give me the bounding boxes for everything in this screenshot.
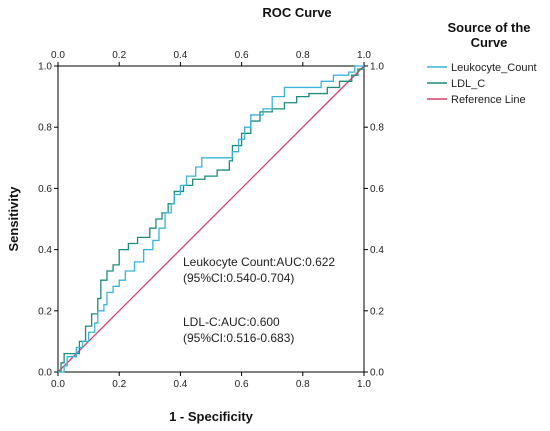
series-line-leukocyte-count (58, 65, 364, 373)
legend-title-line2: Curve (471, 35, 508, 50)
top-tick-label: 0.0 (51, 50, 65, 61)
top-tick-label: 0.2 (112, 50, 126, 61)
legend-label-leukocyte-count: Leukocyte_Count (451, 62, 537, 74)
legend-title-line1: Source of the (447, 20, 530, 35)
left-axis-ticks: 0.0 0.2 0.4 0.6 0.8 1.0 (38, 62, 58, 379)
top-tick-label: 0.8 (296, 50, 310, 61)
legend: Source of the Curve Leukocyte_Count LDL_C… (427, 20, 537, 106)
right-tick-label: 1.0 (370, 62, 384, 73)
bottom-tick-label: 0.2 (112, 379, 126, 390)
left-tick-label: 1.0 (38, 62, 52, 73)
top-tick-label: 1.0 (357, 50, 371, 61)
top-tick-label: 0.6 (235, 50, 249, 61)
bottom-tick-label: 0.4 (173, 379, 187, 390)
right-tick-label: 0.4 (370, 245, 384, 256)
annotation-leukocyte-line1: Leukocyte Count:AUC:0.622 (183, 255, 335, 269)
y-axis-label: Sensitivity (6, 186, 21, 252)
bottom-axis-ticks: 0.0 0.2 0.4 0.6 0.8 1.0 (51, 372, 371, 390)
x-axis-label: 1 - Specificity (169, 409, 254, 424)
top-tick-label: 0.4 (173, 50, 187, 61)
auc-annotations: Leukocyte Count:AUC:0.622 (95%CI:0.540-0… (183, 255, 335, 345)
series-line-ldl-c (58, 66, 365, 373)
left-tick-label: 0.0 (38, 368, 52, 379)
plot-frame (57, 65, 365, 373)
annotation-ldl-line2: (95%CI:0.516-0.683) (183, 331, 294, 345)
top-axis-ticks: 0.0 0.2 0.4 0.6 0.8 1.0 (51, 50, 371, 66)
right-tick-label: 0.6 (370, 184, 384, 195)
bottom-tick-label: 0.8 (296, 379, 310, 390)
right-axis-ticks: 0.0 0.2 0.4 0.6 0.8 1.0 (364, 62, 384, 379)
series-layer (57, 65, 365, 373)
annotation-ldl-line1: LDL-C:AUC:0.600 (183, 315, 280, 329)
annotation-leukocyte-line2: (95%CI:0.540-0.704) (183, 271, 294, 285)
left-tick-label: 0.8 (38, 123, 52, 134)
bottom-tick-label: 0.6 (235, 379, 249, 390)
right-tick-label: 0.0 (370, 368, 384, 379)
right-tick-label: 0.8 (370, 123, 384, 134)
right-tick-label: 0.2 (370, 306, 384, 317)
left-tick-label: 0.6 (38, 184, 52, 195)
left-tick-label: 0.4 (38, 245, 52, 256)
left-tick-label: 0.2 (38, 306, 52, 317)
bottom-tick-label: 1.0 (357, 379, 371, 390)
bottom-tick-label: 0.0 (51, 379, 65, 390)
series-line-reference-line (57, 65, 365, 373)
chart-title: ROC Curve (262, 5, 331, 20)
legend-label-reference-line: Reference Line (451, 94, 526, 106)
legend-label-ldl-c: LDL_C (451, 78, 485, 90)
